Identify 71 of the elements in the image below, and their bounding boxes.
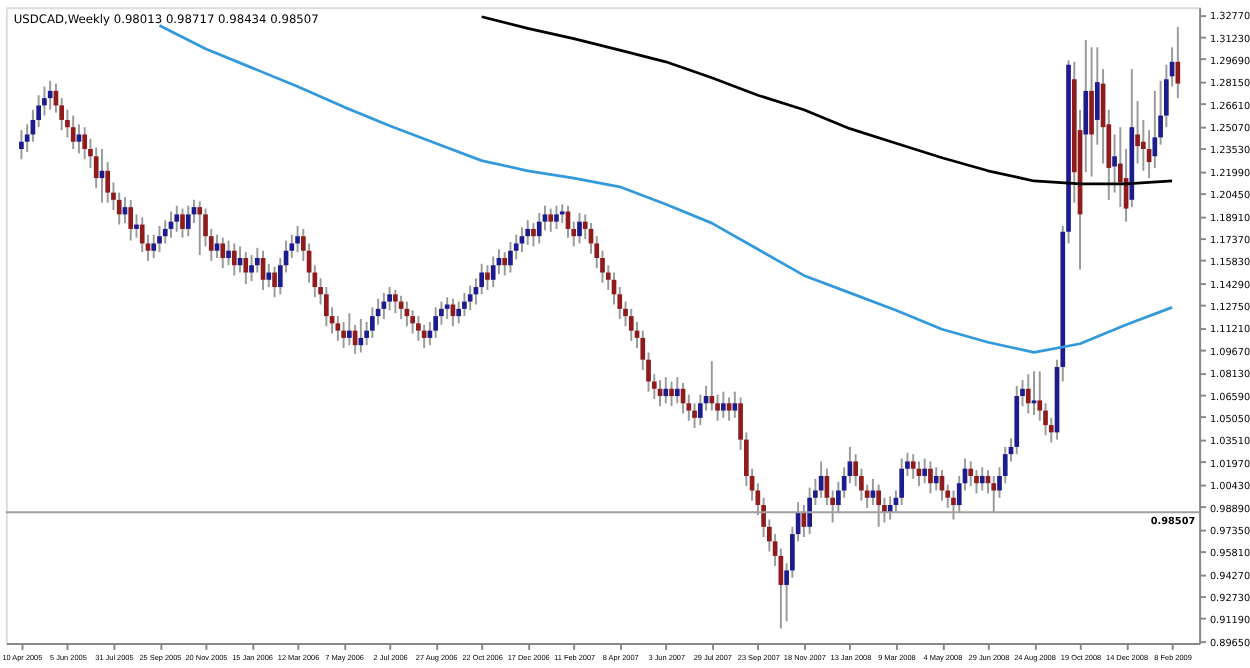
candlestick (968, 460, 974, 488)
candlestick (933, 466, 939, 492)
candlestick (1025, 373, 1031, 415)
candlestick (628, 307, 634, 342)
candlestick (243, 251, 249, 286)
candlestick (341, 320, 346, 350)
candlestick (185, 204, 191, 238)
candlestick (531, 222, 536, 248)
candlestick (162, 219, 168, 245)
candlestick (467, 284, 473, 312)
candlestick (692, 402, 697, 429)
candlestick (697, 393, 703, 427)
candlestick (220, 236, 226, 270)
candlestick (370, 306, 375, 339)
candlestick (323, 286, 329, 328)
candlestick (899, 457, 905, 507)
candlestick (416, 315, 421, 342)
candlestick (669, 380, 674, 408)
candlestick (554, 204, 559, 230)
candlestick (254, 246, 260, 274)
candlestick (139, 216, 145, 254)
candlestick (197, 200, 203, 257)
candlestick (485, 264, 490, 291)
candlestick (732, 390, 738, 419)
candlestick (335, 315, 341, 342)
candlestick (559, 203, 565, 225)
candlestick (720, 390, 726, 419)
candlestick (249, 254, 254, 283)
candlestick (928, 460, 933, 495)
candlestick (1089, 46, 1094, 178)
candlestick (180, 207, 185, 239)
line-series (158, 24, 1174, 354)
candlestick (47, 79, 53, 111)
candlestick (19, 129, 24, 161)
candlestick (490, 255, 496, 289)
candlestick (536, 211, 542, 245)
candlestick (231, 242, 237, 277)
candlestick (82, 126, 88, 161)
candlestick (525, 219, 531, 246)
candlestick (410, 309, 415, 335)
candlestick (577, 211, 582, 245)
candlestick (174, 204, 180, 233)
candlestick (663, 376, 669, 405)
candlestick (295, 225, 300, 254)
candlestick (226, 239, 231, 267)
candlestick (910, 453, 916, 480)
candlestick (128, 198, 134, 242)
candlestick (214, 233, 220, 259)
candlestick (462, 291, 467, 318)
candlestick (266, 262, 272, 289)
candlestick (726, 396, 732, 422)
candlestick (508, 241, 513, 274)
candlestick (393, 288, 398, 315)
candlestick (456, 300, 462, 325)
candlestick (151, 233, 157, 259)
candlestick (433, 306, 438, 339)
candlestick (444, 296, 450, 320)
candlestick (70, 114, 76, 150)
candlestick (1135, 100, 1140, 165)
candlestick (674, 376, 680, 405)
candlestick (387, 286, 392, 312)
candlestick (974, 469, 979, 495)
candlestick (870, 477, 876, 507)
candlestick (979, 466, 985, 492)
candlestick (272, 265, 277, 299)
candlestick (76, 123, 82, 155)
candlestick (157, 225, 162, 254)
candlestick (548, 207, 554, 233)
candlestick (479, 262, 485, 296)
candlestick (347, 312, 352, 347)
candlestick (922, 457, 928, 485)
